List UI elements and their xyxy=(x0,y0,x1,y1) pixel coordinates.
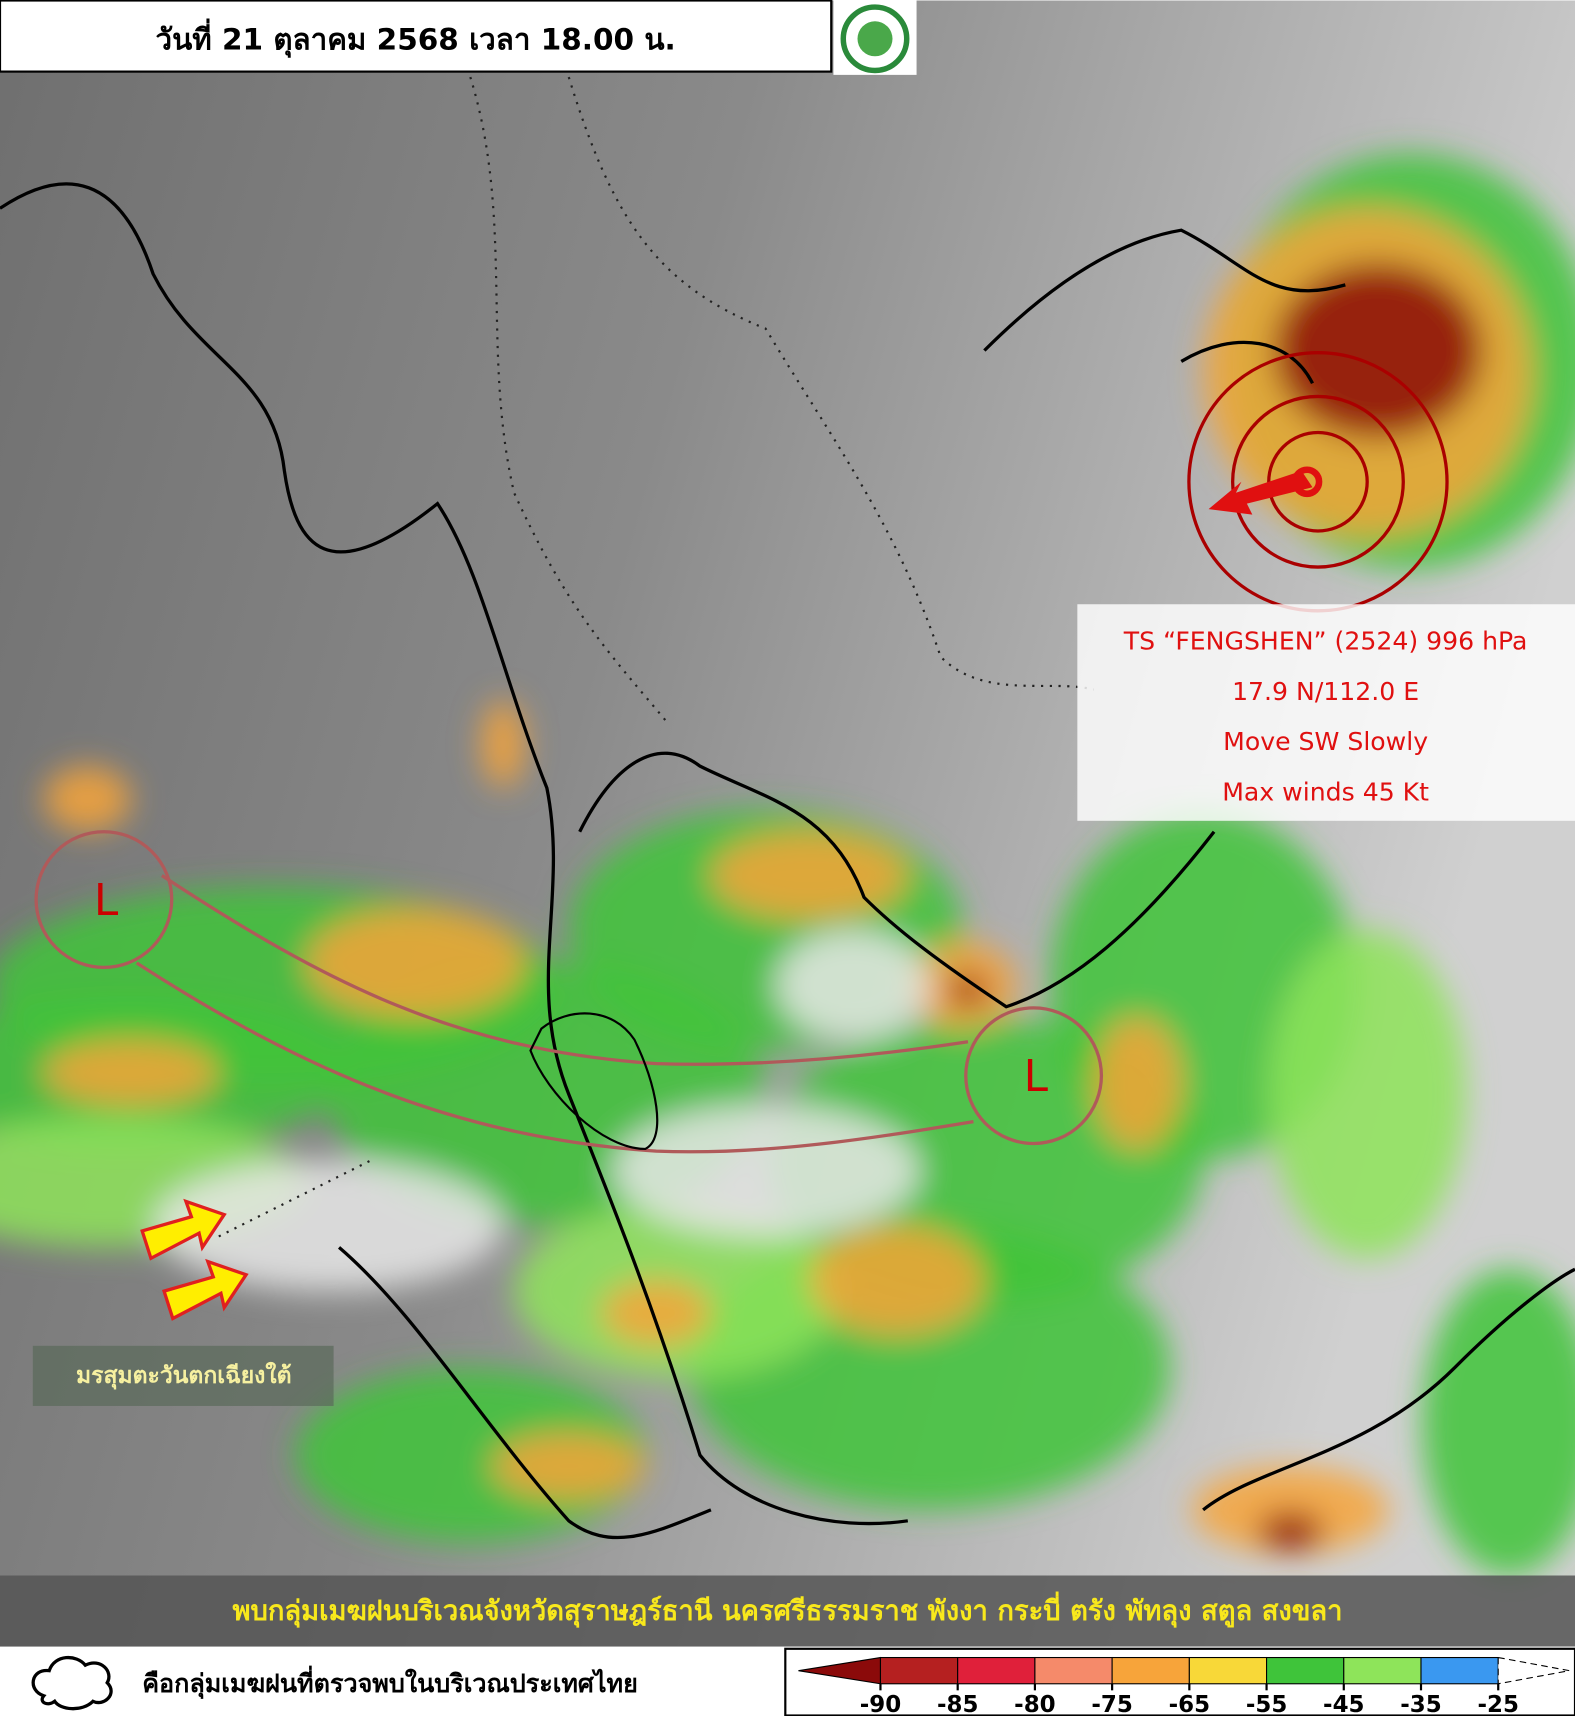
cloud-blob xyxy=(809,1225,985,1335)
coastline xyxy=(1202,1267,1575,1512)
title: วันที่ 21 ตุลาคม 2568 เวลา 18.00 น. xyxy=(156,18,676,57)
storm-info-box xyxy=(1077,604,1575,821)
colorbar-segment xyxy=(1188,1656,1268,1685)
low-label: L xyxy=(94,875,119,926)
storm-motion-arrow xyxy=(1208,470,1313,515)
cloud-blob xyxy=(295,1367,646,1543)
low-circle xyxy=(964,1006,1104,1146)
cloud-blob xyxy=(306,908,525,1018)
cloud-blob xyxy=(612,1105,919,1237)
cloud-blob xyxy=(710,831,908,920)
coastline xyxy=(578,751,1216,1009)
cloud-blob xyxy=(481,700,525,788)
banner-box xyxy=(0,1575,1575,1647)
monsoon-arrows xyxy=(140,1198,249,1321)
storm-info-line: Move SW Slowly xyxy=(1223,727,1428,756)
cloud-blob xyxy=(43,766,132,832)
colorbar-segment xyxy=(1266,1656,1345,1685)
coastlines xyxy=(0,182,1575,1540)
low-label: L xyxy=(1024,1051,1049,1102)
colorbar-tick-label: -85 xyxy=(937,1692,978,1716)
colorbar-segment xyxy=(879,1656,959,1685)
trough-line xyxy=(135,961,974,1154)
cloud-blob xyxy=(948,975,988,1006)
title-box xyxy=(0,0,833,73)
colorbar-segment xyxy=(1111,1656,1190,1685)
colorbar-segment xyxy=(1034,1656,1113,1685)
trough xyxy=(34,830,1104,1154)
colorbar-tick-label: -80 xyxy=(1014,1692,1055,1716)
colorbar-tick-label: -65 xyxy=(1169,1692,1210,1716)
cloud-blob xyxy=(1421,1269,1575,1576)
colorbar: -90 -85 -80 -75 -65 -55 -45 -35 -25 xyxy=(798,1656,1570,1716)
storm-info: TS “FENGSHEN” (2524) 996 hPa 17.9 N/112.0… xyxy=(1123,627,1528,807)
coastline xyxy=(983,228,1346,352)
coastline xyxy=(337,1246,712,1540)
colorbar-tick-label: -35 xyxy=(1400,1692,1441,1716)
coastline xyxy=(0,182,909,1526)
colorbar-segment xyxy=(1343,1656,1422,1685)
cloud-blob xyxy=(1093,1017,1182,1149)
colorbar-tick-label: -45 xyxy=(1323,1692,1364,1716)
cloud-blob xyxy=(1274,263,1483,438)
cloud-blob xyxy=(153,1159,504,1292)
colorbar-tick-label: -25 xyxy=(1477,1692,1518,1716)
legend-text: คือกลุ่มเมฆฝนที่ตรวจพบในบริเวณประเทศไทย xyxy=(142,1665,638,1700)
cloud-blob xyxy=(601,1280,711,1346)
monsoon-arrow xyxy=(140,1198,227,1261)
colorbar-tick-label: -90 xyxy=(860,1692,901,1716)
cloud-blob xyxy=(1257,1512,1324,1552)
rain-cloud-outline xyxy=(529,1012,659,1151)
cloud-layer xyxy=(0,153,1575,1576)
colorbar-tick-label: -55 xyxy=(1246,1692,1287,1716)
trough-line xyxy=(160,874,969,1066)
colorbar-tick-label: -75 xyxy=(1091,1692,1132,1716)
cloud-blob xyxy=(43,1039,219,1106)
logo-emblem xyxy=(857,21,893,57)
low-circle xyxy=(34,830,174,970)
storm-info-line: Max winds 45 Kt xyxy=(1222,777,1429,806)
storm-ring xyxy=(1231,394,1405,569)
coastline xyxy=(1180,340,1314,385)
colorbar-end xyxy=(1497,1656,1570,1685)
monsoon-label: มรสุมตะวันตกเฉียงใต้ xyxy=(76,1361,291,1390)
colorbar-segment xyxy=(957,1656,1036,1685)
storm-symbol xyxy=(1291,466,1323,498)
storm-info-line: TS “FENGSHEN” (2524) 996 hPa xyxy=(1123,627,1528,656)
monsoon-label-box xyxy=(32,1345,334,1406)
cloud-icon xyxy=(31,1656,113,1711)
banner: พบกลุ่มเมฆฝนบริเวณจังหวัดสุราษฎร์ธานี นค… xyxy=(232,1591,1342,1628)
cloud-blob xyxy=(492,1433,646,1499)
cloud-blob xyxy=(1268,930,1466,1259)
monsoon-arrow xyxy=(161,1258,249,1321)
colorbar-segment xyxy=(1420,1656,1499,1685)
storm-info-line: 17.9 N/112.0 E xyxy=(1232,677,1419,706)
cloud-blob xyxy=(776,930,930,1040)
